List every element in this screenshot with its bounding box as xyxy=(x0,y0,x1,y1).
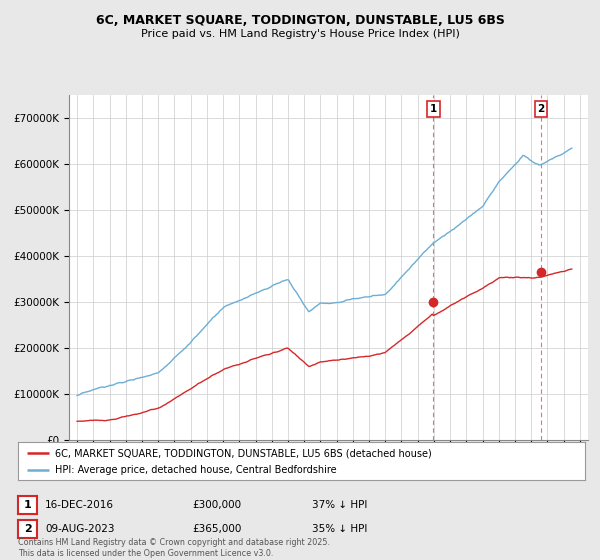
Text: 1: 1 xyxy=(430,104,437,114)
Text: HPI: Average price, detached house, Central Bedfordshire: HPI: Average price, detached house, Cent… xyxy=(55,465,337,475)
Text: 16-DEC-2016: 16-DEC-2016 xyxy=(45,500,114,510)
Text: 09-AUG-2023: 09-AUG-2023 xyxy=(45,524,115,534)
Text: £300,000: £300,000 xyxy=(192,500,241,510)
Text: 37% ↓ HPI: 37% ↓ HPI xyxy=(312,500,367,510)
Text: £365,000: £365,000 xyxy=(192,524,241,534)
Text: 35% ↓ HPI: 35% ↓ HPI xyxy=(312,524,367,534)
Text: 6C, MARKET SQUARE, TODDINGTON, DUNSTABLE, LU5 6BS (detached house): 6C, MARKET SQUARE, TODDINGTON, DUNSTABLE… xyxy=(55,448,431,458)
Text: 2: 2 xyxy=(538,104,545,114)
Text: Contains HM Land Registry data © Crown copyright and database right 2025.
This d: Contains HM Land Registry data © Crown c… xyxy=(18,538,330,558)
Text: Price paid vs. HM Land Registry's House Price Index (HPI): Price paid vs. HM Land Registry's House … xyxy=(140,29,460,39)
Text: 2: 2 xyxy=(24,524,31,534)
Text: 6C, MARKET SQUARE, TODDINGTON, DUNSTABLE, LU5 6BS: 6C, MARKET SQUARE, TODDINGTON, DUNSTABLE… xyxy=(95,14,505,27)
Text: 1: 1 xyxy=(24,500,31,510)
